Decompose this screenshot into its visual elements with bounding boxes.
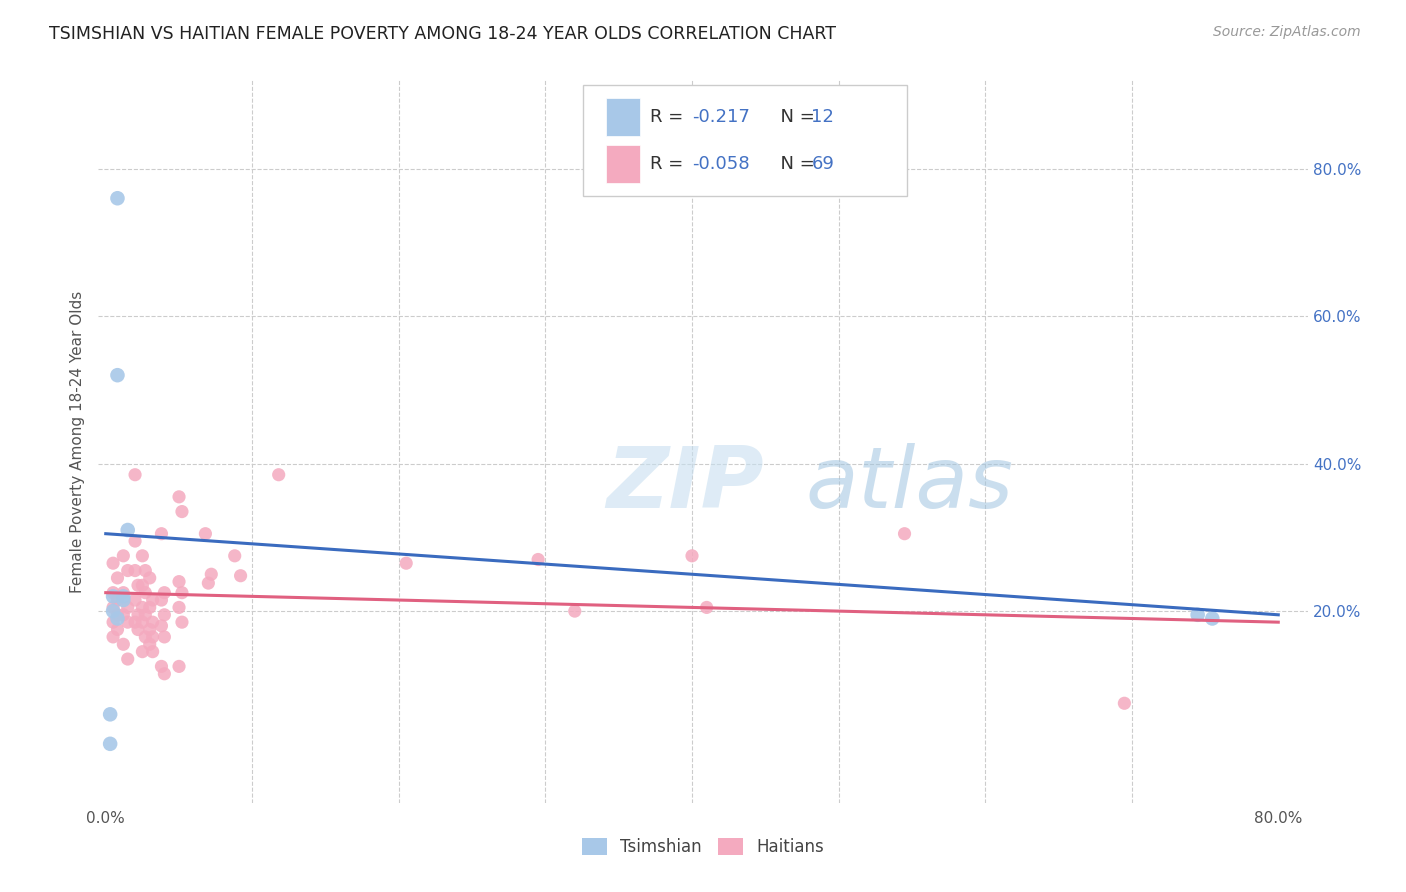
Point xyxy=(150,593,173,607)
Point xyxy=(153,666,176,681)
Point xyxy=(167,574,190,589)
Text: 12: 12 xyxy=(811,108,834,126)
Point xyxy=(101,556,124,570)
Point xyxy=(142,645,165,659)
Text: N =: N = xyxy=(769,108,821,126)
Point xyxy=(117,564,139,578)
Point xyxy=(138,600,160,615)
Point xyxy=(107,623,129,637)
Point xyxy=(194,526,217,541)
Legend: Tsimshian, Haitians: Tsimshian, Haitians xyxy=(575,831,831,863)
Point xyxy=(1201,611,1223,625)
Point xyxy=(107,593,129,607)
Text: ZIP: ZIP xyxy=(606,443,763,526)
Point xyxy=(170,615,193,630)
Point xyxy=(229,568,252,582)
Point xyxy=(98,707,121,722)
Point xyxy=(267,467,290,482)
Point xyxy=(124,593,146,607)
Point xyxy=(138,623,160,637)
Point xyxy=(170,585,193,599)
Point xyxy=(112,593,135,607)
Point xyxy=(200,567,222,582)
Point xyxy=(893,526,915,541)
Point xyxy=(167,659,190,673)
Point xyxy=(131,615,153,630)
Text: R =: R = xyxy=(650,155,689,173)
Text: TSIMSHIAN VS HAITIAN FEMALE POVERTY AMONG 18-24 YEAR OLDS CORRELATION CHART: TSIMSHIAN VS HAITIAN FEMALE POVERTY AMON… xyxy=(49,25,837,43)
Point xyxy=(124,534,146,549)
Point xyxy=(564,604,586,618)
Point xyxy=(142,593,165,607)
Point xyxy=(134,630,156,644)
Text: -0.217: -0.217 xyxy=(692,108,749,126)
Point xyxy=(681,549,703,563)
Point xyxy=(696,600,718,615)
Text: R =: R = xyxy=(650,108,689,126)
Point xyxy=(98,737,121,751)
Point xyxy=(127,607,149,622)
Point xyxy=(107,191,129,205)
Point xyxy=(107,607,129,622)
Point xyxy=(101,600,124,615)
Point xyxy=(131,549,153,563)
Point xyxy=(101,585,124,599)
Point xyxy=(150,526,173,541)
Point xyxy=(117,652,139,666)
Point xyxy=(107,571,129,585)
Point xyxy=(153,585,176,599)
Point xyxy=(134,564,156,578)
Point xyxy=(112,590,135,604)
Point xyxy=(117,600,139,615)
Point xyxy=(395,556,418,570)
Text: Source: ZipAtlas.com: Source: ZipAtlas.com xyxy=(1213,25,1361,39)
Point xyxy=(117,615,139,630)
Point xyxy=(153,630,176,644)
Point xyxy=(167,490,190,504)
Text: atlas: atlas xyxy=(806,443,1014,526)
Point xyxy=(124,564,146,578)
Point xyxy=(101,590,124,604)
Point xyxy=(142,615,165,630)
Point xyxy=(138,571,160,585)
Point xyxy=(142,630,165,644)
Point xyxy=(134,607,156,622)
Point xyxy=(124,467,146,482)
Point xyxy=(107,368,129,383)
Point xyxy=(107,611,129,625)
Point xyxy=(150,659,173,673)
Y-axis label: Female Poverty Among 18-24 Year Olds: Female Poverty Among 18-24 Year Olds xyxy=(69,291,84,592)
Point xyxy=(170,505,193,519)
Point xyxy=(112,607,135,622)
Point xyxy=(124,615,146,630)
Text: -0.058: -0.058 xyxy=(692,155,749,173)
Point xyxy=(127,623,149,637)
Point xyxy=(131,645,153,659)
Text: 69: 69 xyxy=(811,155,834,173)
Point xyxy=(112,637,135,651)
Point xyxy=(1187,607,1209,622)
Point xyxy=(131,578,153,592)
Point xyxy=(1114,696,1136,710)
Point xyxy=(117,523,139,537)
Point xyxy=(101,630,124,644)
Point xyxy=(167,600,190,615)
Point xyxy=(127,578,149,592)
Point xyxy=(101,604,124,618)
Point xyxy=(153,607,176,622)
Point xyxy=(527,552,550,566)
Point xyxy=(224,549,246,563)
Point xyxy=(112,585,135,599)
Point xyxy=(112,549,135,563)
Point xyxy=(197,576,219,591)
Point xyxy=(134,585,156,599)
Point xyxy=(150,619,173,633)
Point xyxy=(101,615,124,630)
Point xyxy=(138,637,160,651)
Point xyxy=(131,600,153,615)
Text: N =: N = xyxy=(769,155,821,173)
